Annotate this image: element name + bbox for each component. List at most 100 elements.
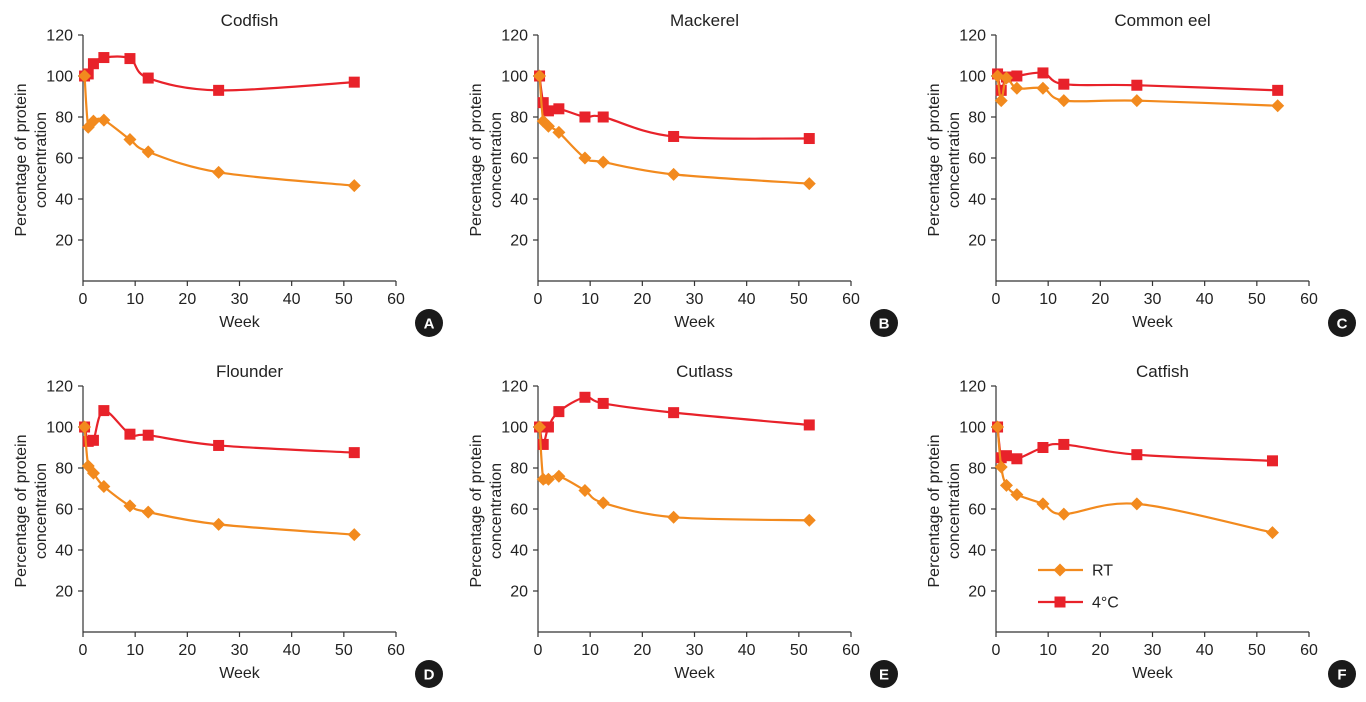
- data-point-4c: [348, 447, 360, 459]
- series-c4: [992, 67, 1284, 96]
- chart-title: Mackerel: [670, 11, 739, 30]
- series-line-c4: [538, 395, 810, 446]
- data-point-4c: [1011, 453, 1023, 465]
- data-point-rt: [991, 69, 1005, 83]
- y-tick-label: 80: [968, 461, 986, 478]
- x-tick-label: 30: [686, 642, 704, 659]
- x-tick-label: 50: [1248, 642, 1266, 659]
- y-tick-label: 100: [46, 69, 73, 86]
- y-tick-label: 120: [501, 28, 528, 45]
- chart-svg: Common eel 20 40 60 80 100 120 0 10 20 30 40 50 60 Wee…: [926, 11, 1356, 337]
- panel-badge: [870, 309, 898, 337]
- panel-badge-label: A: [424, 316, 435, 333]
- y-tick-label: 80: [968, 110, 986, 127]
- y-axis-label-line: concentration: [488, 112, 505, 208]
- data-point-4c: [213, 84, 225, 96]
- y-tick-label: 80: [55, 110, 73, 127]
- y-tick-label: 40: [510, 192, 528, 209]
- data-point-rt: [78, 69, 92, 83]
- data-point-4c: [553, 103, 565, 115]
- legend-label-rt: RT: [1092, 563, 1113, 580]
- data-point-4c: [124, 428, 136, 440]
- data-point-4c: [142, 72, 154, 84]
- data-point-4c: [1011, 70, 1023, 82]
- data-point-4c: [348, 76, 360, 88]
- x-tick-label: 20: [1091, 642, 1109, 659]
- series-line-rt: [538, 426, 810, 522]
- x-tick-label: 0: [79, 291, 88, 308]
- data-point-rt: [552, 469, 566, 483]
- y-axis-label-line: Percentage of protein: [926, 84, 943, 237]
- x-axis-label: Week: [219, 314, 261, 331]
- data-point-rt: [667, 510, 681, 524]
- data-point-rt: [596, 155, 610, 169]
- legend-marker-rt: [1053, 563, 1067, 577]
- data-point-rt: [578, 484, 592, 498]
- x-tick-label: 10: [581, 642, 599, 659]
- x-tick-label: 10: [1039, 291, 1057, 308]
- chart-panel-flounder: Flounder 20 40 60 80 100 120 0 10 20 30 40 50 60 Week P…: [0, 351, 455, 702]
- x-tick-label: 40: [283, 642, 301, 659]
- x-tick-label: 10: [581, 291, 599, 308]
- data-point-4c: [553, 406, 565, 418]
- x-axis-label: Week: [1132, 314, 1174, 331]
- panel-badge-label: C: [1337, 316, 1348, 333]
- x-tick-label: 20: [633, 291, 651, 308]
- y-axis-label-line: concentration: [33, 112, 50, 208]
- y-axis-label-line: Percentage of protein: [468, 84, 485, 237]
- y-tick-label: 80: [510, 461, 528, 478]
- series-rt: [991, 69, 1285, 113]
- data-point-4c: [213, 439, 225, 451]
- data-point-4c: [542, 105, 554, 117]
- chart-svg: Flounder 20 40 60 80 100 120 0 10 20 30 40 50 60 Week P…: [13, 362, 443, 688]
- y-axis-label: Percentage of protein concentration: [926, 435, 963, 588]
- data-point-rt: [533, 69, 547, 83]
- data-point-rt: [533, 420, 547, 434]
- y-axis-label-line: concentration: [33, 463, 50, 559]
- data-point-rt: [1057, 507, 1071, 521]
- data-point-4c: [803, 133, 815, 145]
- y-axis-label: Percentage of protein concentration: [13, 435, 50, 588]
- y-axis-label: Percentage of protein concentration: [926, 84, 963, 237]
- data-point-rt: [78, 420, 92, 434]
- y-tick-label: 40: [55, 543, 73, 560]
- chart-panel-mackerel: Mackerel 20 40 60 80 100 120 0 10 20 30 40 50 60 Week P…: [455, 0, 910, 351]
- data-point-rt: [552, 125, 566, 139]
- y-tick-label: 120: [46, 379, 73, 396]
- data-point-4c: [579, 111, 591, 123]
- y-tick-label: 100: [501, 69, 528, 86]
- chart-panel-catfish: Catfish 20 40 60 80 100 120 0 10 20 30 40 50 60 Week Pe…: [913, 351, 1366, 702]
- data-point-rt: [123, 499, 137, 513]
- data-point-4c: [87, 58, 99, 70]
- chart-title: Common eel: [1114, 11, 1210, 30]
- data-point-rt: [802, 177, 816, 191]
- data-point-rt: [97, 479, 111, 493]
- data-point-rt: [1130, 94, 1144, 108]
- data-point-rt: [541, 119, 555, 133]
- y-tick-label: 120: [46, 28, 73, 45]
- series-rt: [78, 69, 361, 193]
- data-point-rt: [1271, 99, 1285, 113]
- data-point-rt: [667, 167, 681, 181]
- y-tick-label: 20: [510, 233, 528, 250]
- y-tick-label: 60: [968, 151, 986, 168]
- panel-badge-label: E: [879, 667, 889, 684]
- chart-panel-codfish: Codfish 20 40 60 80 100 120 0 10 20 30 40 50 60 Week Pe…: [0, 0, 455, 351]
- x-axis-label: Week: [674, 314, 716, 331]
- series-c4: [79, 405, 360, 459]
- chart-svg: Cutlass 20 40 60 80 100 120 0 10 20 30 40 50 60 Week Pe…: [468, 362, 898, 688]
- x-tick-label: 40: [283, 291, 301, 308]
- series-line-rt: [538, 75, 810, 185]
- x-tick-label: 0: [992, 291, 1001, 308]
- data-point-4c: [1037, 67, 1049, 79]
- data-point-4c: [1266, 455, 1278, 467]
- x-tick-label: 0: [992, 642, 1001, 659]
- chart-title: Codfish: [221, 11, 279, 30]
- y-tick-label: 40: [968, 543, 986, 560]
- y-axis-label: Percentage of protein concentration: [13, 84, 50, 237]
- y-axis-label-line: concentration: [946, 463, 963, 559]
- chart-svg: Catfish 20 40 60 80 100 120 0 10 20 30 40 50 60 Week Pe…: [926, 362, 1356, 688]
- x-tick-label: 0: [79, 642, 88, 659]
- panel-badge: [1328, 660, 1356, 688]
- data-point-rt: [1036, 497, 1050, 511]
